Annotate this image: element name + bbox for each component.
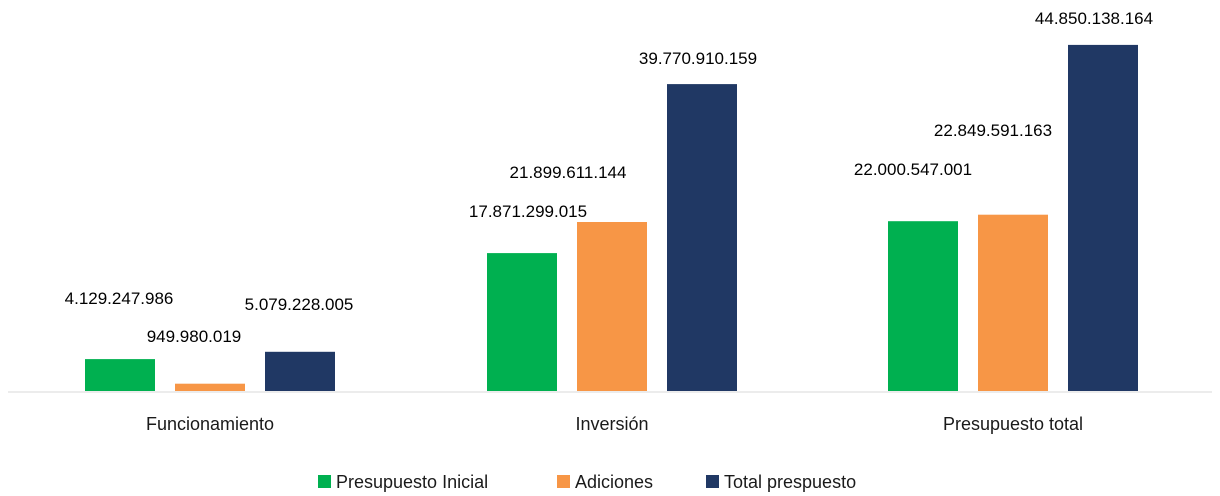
category-label-1: Funcionamiento xyxy=(146,414,274,434)
legend-label-2: Adiciones xyxy=(575,472,653,492)
data-label-2-1: 949.980.019 xyxy=(147,327,242,346)
legend-label-3: Total prespuesto xyxy=(724,472,856,492)
data-label-1-3: 22.000.547.001 xyxy=(854,160,972,179)
data-labels-group: 4.129.247.986 17.871.299.015 22.000.547.00… xyxy=(65,9,1153,346)
bar-2-1 xyxy=(175,383,245,391)
data-label-2-3: 22.849.591.163 xyxy=(934,121,1052,140)
data-label-3-3: 44.850.138.164 xyxy=(1035,9,1153,28)
legend-swatch-2 xyxy=(557,475,570,488)
data-label-2-2: 21.899.611.144 xyxy=(510,163,627,182)
bar-3-3 xyxy=(1068,44,1138,392)
bars-group xyxy=(85,44,1138,392)
bar-1-1 xyxy=(85,359,155,391)
bar-2-3 xyxy=(978,214,1048,391)
bar-1-2 xyxy=(487,253,557,391)
bar-3-1 xyxy=(265,351,335,391)
bar-3-2 xyxy=(667,84,737,391)
legend-swatch-1 xyxy=(318,475,331,488)
category-labels-group: Funcionamiento Inversión Presupuesto total xyxy=(146,414,1083,434)
category-label-2: Inversión xyxy=(575,414,648,434)
bar-1-3 xyxy=(888,221,958,391)
data-label-3-1: 5.079.228.005 xyxy=(245,295,354,314)
category-label-3: Presupuesto total xyxy=(943,414,1083,434)
legend-label-1: Presupuesto Inicial xyxy=(336,472,488,492)
bar-2-2 xyxy=(577,222,647,391)
data-label-3-2: 39.770.910.159 xyxy=(639,49,757,68)
data-label-1-2: 17.871.299.015 xyxy=(469,202,587,221)
legend: Presupuesto Inicial Adiciones Total prespu… xyxy=(318,472,856,492)
legend-swatch-3 xyxy=(706,475,719,488)
data-label-1-1: 4.129.247.986 xyxy=(65,289,174,308)
